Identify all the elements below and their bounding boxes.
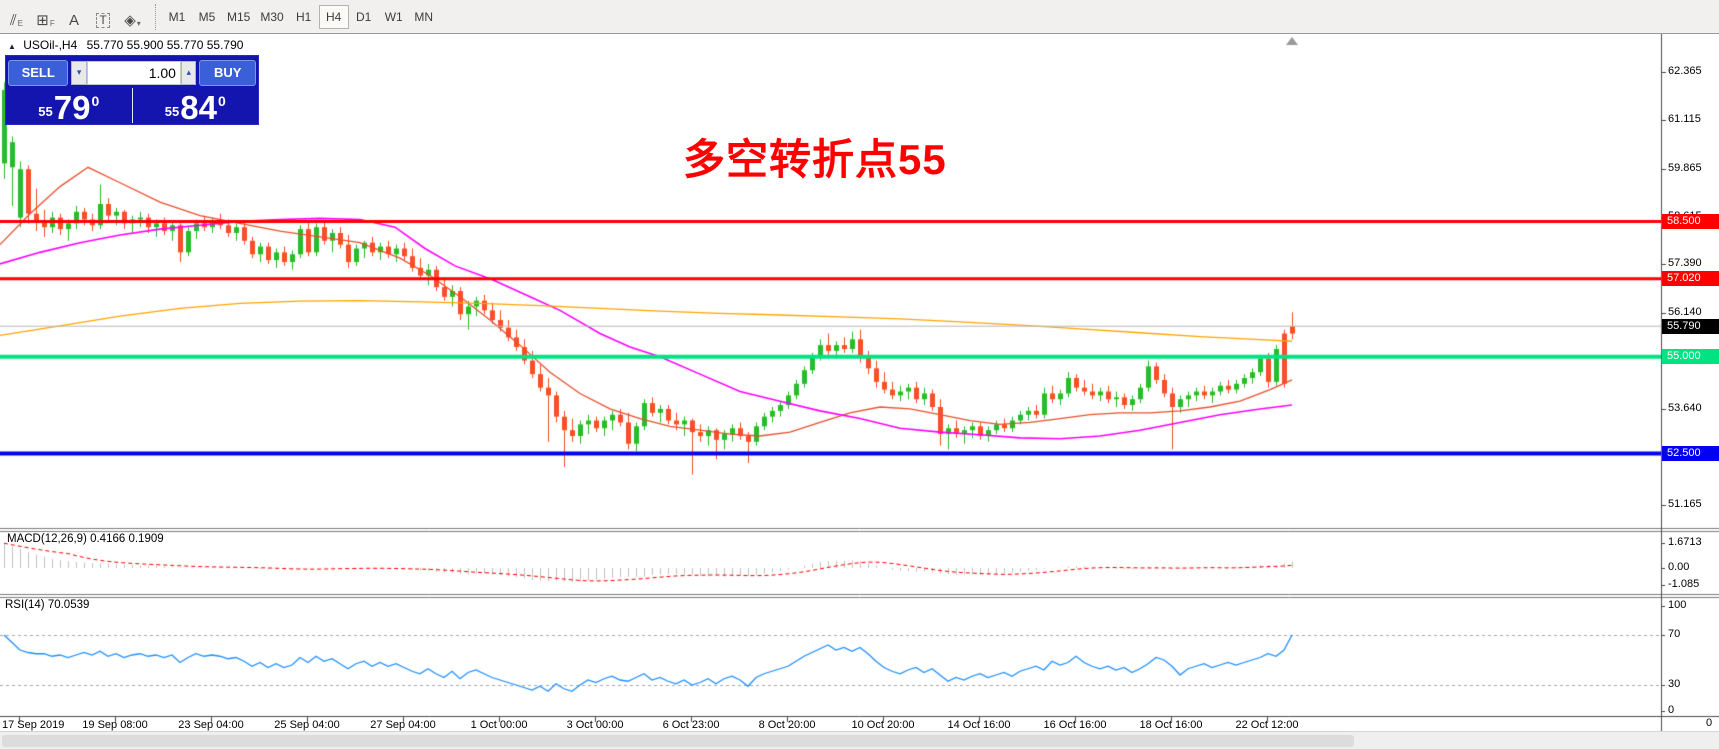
- text-label-icon[interactable]: A: [60, 4, 89, 30]
- indicator-scale-label: 30: [1668, 678, 1681, 690]
- ohlc-label: 55.770 55.900 55.770 55.790: [86, 38, 244, 52]
- timeframe-button-h1[interactable]: H1: [289, 5, 319, 29]
- timeframe-button-mn[interactable]: MN: [409, 5, 439, 29]
- time-axis-label: 23 Sep 04:00: [178, 719, 244, 731]
- caret-down-icon: ▾: [76, 67, 82, 77]
- time-axis-label: 10 Oct 20:00: [851, 719, 915, 731]
- symbol-label: USOil-,H4: [23, 38, 78, 52]
- buy-price[interactable]: 55 84 0: [164, 89, 226, 126]
- timeframe-button-w1[interactable]: W1: [379, 5, 409, 29]
- sell-price[interactable]: 55 79 0: [38, 89, 100, 126]
- time-axis-label: 8 Oct 20:00: [758, 719, 816, 731]
- buy-button[interactable]: BUY: [199, 59, 256, 86]
- indicator-scale-label: -1.085: [1668, 578, 1700, 590]
- toolbar: ⫽ E ⊞ F A T ◈ ▾ M1 M5 M15 M30 H1 H4 D1 W1 MN: [0, 0, 1719, 34]
- timeframe-button-h4[interactable]: H4: [318, 4, 349, 29]
- time-axis-label: 18 Oct 16:00: [1139, 719, 1203, 731]
- price-tag-58.500: 58.500: [1662, 213, 1719, 229]
- timeframe-button-m1[interactable]: M1: [162, 5, 192, 29]
- time-axis-label: 27 Sep 04:00: [370, 719, 436, 731]
- grid-icon[interactable]: ⊞ F: [31, 4, 60, 30]
- grid-icon: ⊞: [36, 11, 49, 29]
- icon-subscript: F: [49, 18, 55, 28]
- toolbar-separator: [147, 3, 156, 30]
- text-label-icon: A: [68, 11, 79, 29]
- quote-row: 55 79 0 55 84 0: [6, 87, 258, 124]
- time-axis-label: 16 Oct 16:00: [1043, 719, 1107, 731]
- caret-up-icon: ▴: [186, 67, 191, 77]
- horizontal-scrollbar[interactable]: [0, 731, 1719, 749]
- rsi-label: RSI(14) 70.0539: [5, 599, 90, 611]
- price-tag-55.000: 55.000: [1662, 349, 1719, 365]
- drawing-tools-group: ⫽ E ⊞ F A T ◈ ▾: [0, 4, 147, 30]
- indicator-scale-label: 1.6713: [1668, 536, 1702, 548]
- indicators-icon: ⫽: [9, 11, 17, 29]
- chart-text-annotation: 多空转折点55: [683, 136, 947, 183]
- indicator-scale-label: 0: [1668, 704, 1675, 716]
- time-axis-label: 1 Oct 00:00: [470, 719, 528, 731]
- indicator-scale-label: 100: [1668, 599, 1687, 611]
- text-box-icon[interactable]: T: [89, 4, 118, 30]
- price-axis-label: 53.640: [1668, 402, 1702, 415]
- scrollbar-thumb[interactable]: [2, 735, 1354, 747]
- timeframe-button-m15[interactable]: M15: [222, 5, 255, 29]
- price-axis-label: 56.140: [1668, 305, 1702, 318]
- timeframe-button-d1[interactable]: D1: [349, 5, 379, 29]
- time-axis-label: 25 Sep 04:00: [274, 719, 340, 731]
- price-tag-52.500: 52.500: [1662, 445, 1719, 461]
- indicator-scale-label: 70: [1668, 628, 1681, 640]
- quote-divider: [131, 88, 133, 123]
- indicator-scale-label: 0.00: [1668, 561, 1690, 573]
- time-axis-label: 17 Sep 2019: [2, 719, 65, 731]
- timeframe-button-m30[interactable]: M30: [255, 5, 288, 29]
- time-axis-label: 6 Oct 23:00: [662, 719, 720, 731]
- objects-icon[interactable]: ◈ ▾: [118, 4, 147, 30]
- timeframe-button-m5[interactable]: M5: [192, 5, 222, 29]
- volume-input[interactable]: [86, 60, 181, 85]
- price-axis-label: 61.115: [1668, 113, 1701, 126]
- icon-subscript: ▾: [136, 18, 141, 28]
- bar-offset-label: 0: [1706, 717, 1713, 729]
- trade-controls-row: SELL ▾ ▴ BUY: [6, 56, 258, 87]
- macd-label: MACD(12,26,9) 0.4166 0.1909: [7, 533, 164, 545]
- collapse-icon[interactable]: ▲: [8, 42, 16, 51]
- price-axis-label: 62.365: [1668, 65, 1702, 77]
- time-axis-label: 19 Sep 08:00: [82, 719, 148, 731]
- text-box-icon: T: [96, 12, 110, 28]
- timeframe-buttons-group: M1 M5 M15 M30 H1 H4 D1 W1 MN: [162, 4, 439, 29]
- price-axis-label: 57.390: [1668, 257, 1702, 270]
- icon-subscript: E: [17, 18, 24, 28]
- objects-icon: ◈: [124, 11, 136, 29]
- price-axis-label: 59.865: [1668, 161, 1702, 174]
- chart-header: ▲ USOil-,H4 55.770 55.900 55.770 55.790: [8, 38, 249, 52]
- time-axis-label: 3 Oct 00:00: [566, 719, 624, 731]
- price-axis-label: 51.165: [1668, 497, 1702, 510]
- time-axis-label: 22 Oct 12:00: [1235, 719, 1299, 731]
- sell-button[interactable]: SELL: [8, 59, 69, 86]
- indicators-icon[interactable]: ⫽ E: [2, 4, 31, 30]
- price-tag-55.790: 55.790: [1662, 318, 1719, 334]
- time-axis-label: 14 Oct 16:00: [947, 719, 1011, 731]
- volume-increase-button[interactable]: ▴: [180, 60, 197, 85]
- price-tag-57.020: 57.020: [1662, 271, 1719, 287]
- volume-decrease-button[interactable]: ▾: [71, 60, 87, 85]
